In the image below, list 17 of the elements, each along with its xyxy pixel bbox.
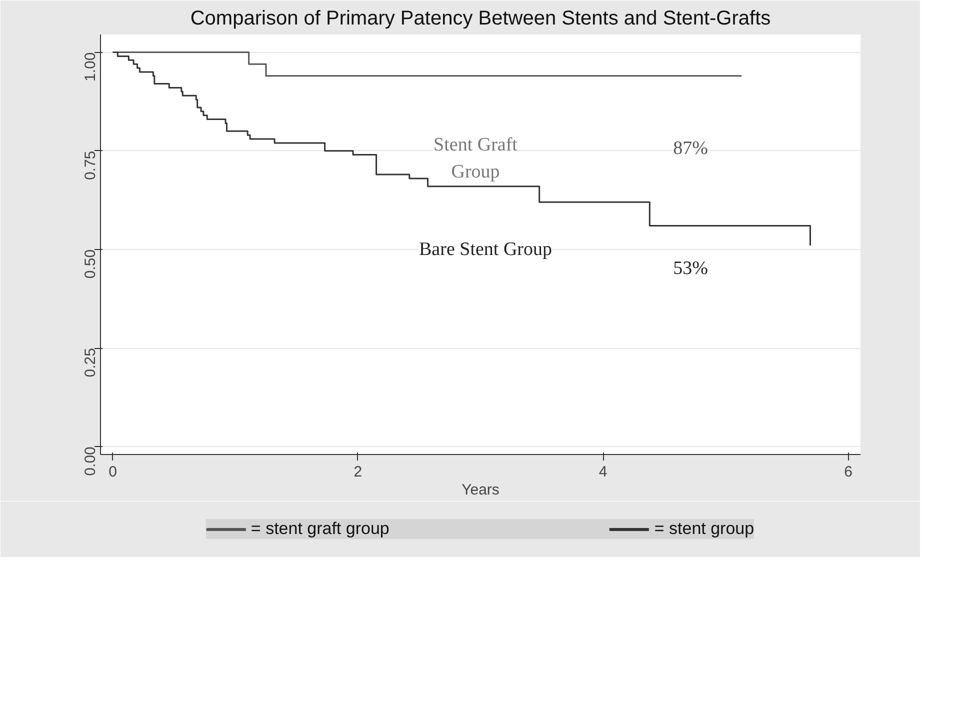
x-tick-label: 2 bbox=[354, 464, 362, 480]
annotation: 87% bbox=[673, 138, 708, 159]
x-tick-label: 6 bbox=[844, 464, 852, 480]
y-tick-label: 0.25 bbox=[82, 348, 99, 378]
y-tick-label: 0.75 bbox=[82, 150, 99, 180]
x-tick-label: 4 bbox=[598, 464, 608, 480]
y-tick-label: 0.00 bbox=[82, 446, 99, 476]
y-tick-label: 0.50 bbox=[82, 249, 99, 279]
annotation: 53% bbox=[673, 258, 708, 279]
legend-label: = stent group bbox=[654, 519, 754, 539]
x-tick-label: 0 bbox=[108, 464, 117, 480]
annotation: Stent Graft Group bbox=[434, 134, 518, 183]
legend-label: = stent graft group bbox=[250, 519, 390, 539]
annotation: Bare Stent Group bbox=[419, 239, 552, 260]
y-tick-label: 1.00 bbox=[82, 52, 99, 82]
chart-title: Comparison of Primary Patency Between Stents and Stent-Grafts bbox=[190, 8, 771, 30]
x-axis-title: Years bbox=[462, 482, 500, 498]
